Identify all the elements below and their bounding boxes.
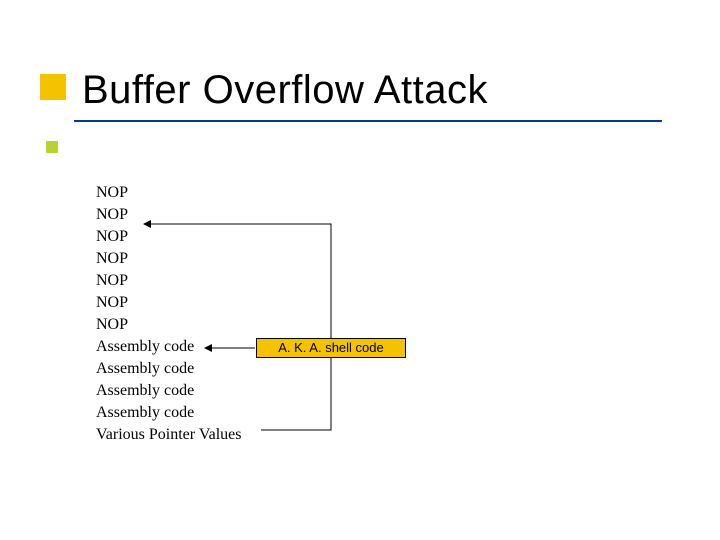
nop-line: NOP: [96, 314, 241, 336]
content-block: NOP NOP NOP NOP NOP NOP NOP Assembly cod…: [96, 182, 241, 446]
nop-line: NOP: [96, 248, 241, 270]
nop-line: NOP: [96, 270, 241, 292]
title-underline: [74, 120, 662, 122]
nop-line: NOP: [96, 182, 241, 204]
bullet-marker: [46, 141, 58, 153]
shell-code-annotation: A. K. A. shell code: [256, 338, 406, 358]
page-title: Buffer Overflow Attack: [82, 68, 488, 113]
nop-line: NOP: [96, 292, 241, 314]
assembly-code-line: Assembly code: [96, 402, 241, 424]
assembly-code-line: Assembly code: [96, 336, 241, 358]
assembly-code-line: Assembly code: [96, 380, 241, 402]
assembly-code-line: Assembly code: [96, 358, 241, 380]
nop-line: NOP: [96, 226, 241, 248]
pointer-values-line: Various Pointer Values: [96, 424, 241, 446]
title-accent-box: [40, 74, 66, 100]
nop-line: NOP: [96, 204, 241, 226]
